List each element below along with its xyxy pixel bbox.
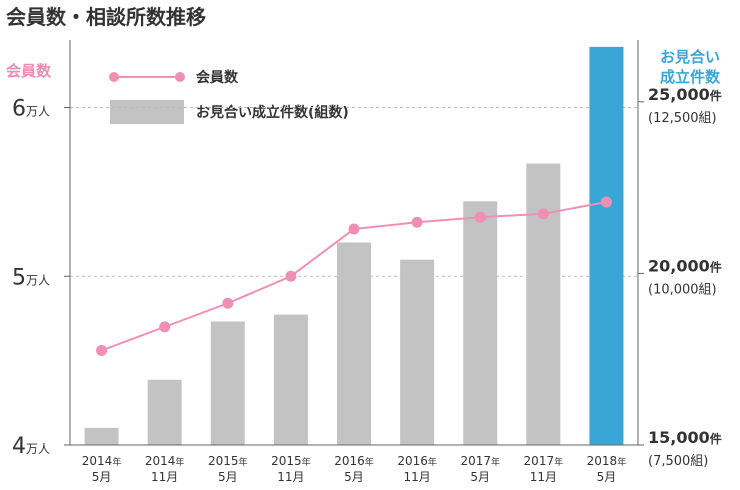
x-tick-label-year: 2016年 [397, 454, 437, 468]
line-point [411, 216, 423, 228]
legend-line-label: 会員数 [196, 69, 239, 86]
x-tick-label-year: 2016年 [334, 454, 374, 468]
x-tick-label-month: 11月 [151, 470, 178, 484]
right-tick-sublabel: (10,000組) [648, 282, 717, 297]
chart-title: 会員数・相談所数推移 [6, 5, 206, 29]
x-tick-label-year: 2015年 [271, 454, 311, 468]
x-tick-label-month: 5月 [470, 470, 490, 484]
right-tick-label: 25,000件 [648, 85, 722, 104]
bar-series [84, 46, 624, 445]
x-tick-label-month: 11月 [277, 470, 304, 484]
x-tick-label-month: 11月 [530, 470, 557, 484]
x-tick-label-year: 2017年 [524, 454, 564, 468]
x-tick-label-year: 2014年 [145, 454, 185, 468]
x-tick-label-year: 2018年 [587, 454, 627, 468]
bar [589, 46, 624, 445]
x-tick-label-year: 2015年 [208, 454, 248, 468]
line-point [600, 196, 612, 208]
x-tick-label-year: 2014年 [82, 454, 122, 468]
x-tick-label-month: 5月 [92, 470, 112, 484]
x-tick-label-month: 5月 [218, 470, 238, 484]
legend-line-marker-start [109, 72, 119, 82]
right-axis-label-line2: 成立件数 [660, 68, 721, 86]
line-point [96, 345, 108, 356]
right-tick-label: 20,000件 [648, 256, 722, 275]
line-series [96, 196, 612, 356]
bar [463, 201, 498, 445]
line-point [285, 270, 297, 282]
x-tick-label-month: 5月 [344, 470, 364, 484]
right-axis-ticks: 15,000件 (7,500組) 20,000件 (10,000組) 25,000件 (1… [638, 85, 722, 469]
bar [273, 314, 308, 445]
left-axis-ticks: 4万人 5万人 6万人 [12, 97, 70, 459]
line-point [348, 223, 360, 235]
bar [526, 163, 561, 445]
bar [147, 379, 182, 445]
legend-bar-label: お見合い成立件数(組数) [196, 104, 349, 121]
bar [210, 321, 245, 445]
line-point [159, 321, 171, 333]
bar [337, 242, 371, 445]
legend-line-marker-end [175, 72, 185, 82]
x-axis-ticks: 2014年 5月 2014年 11月 2015年 5月 2015年 11月 2016年 5月 201… [82, 454, 626, 484]
left-tick-label: 5万人 [12, 265, 50, 290]
x-tick-label-month: 5月 [597, 470, 617, 484]
left-tick-label: 6万人 [12, 97, 50, 122]
x-tick-label-month: 11月 [403, 470, 430, 484]
line-point [222, 297, 234, 309]
bar [400, 259, 435, 445]
line-point [474, 211, 486, 223]
legend: 会員数 お見合い成立件数(組数) [109, 69, 349, 124]
left-axis-label: 会員数 [6, 62, 52, 80]
right-axis-label-line1: お見合い [660, 48, 720, 66]
left-tick-label: 4万人 [12, 434, 50, 459]
line-point [537, 208, 549, 220]
right-tick-sublabel: (7,500組) [648, 454, 708, 469]
x-tick-label-year: 2017年 [460, 454, 500, 468]
right-tick-sublabel: (12,500組) [648, 111, 717, 126]
bar [84, 427, 119, 445]
legend-bar-swatch [110, 100, 184, 124]
right-tick-label: 15,000件 [648, 428, 722, 447]
